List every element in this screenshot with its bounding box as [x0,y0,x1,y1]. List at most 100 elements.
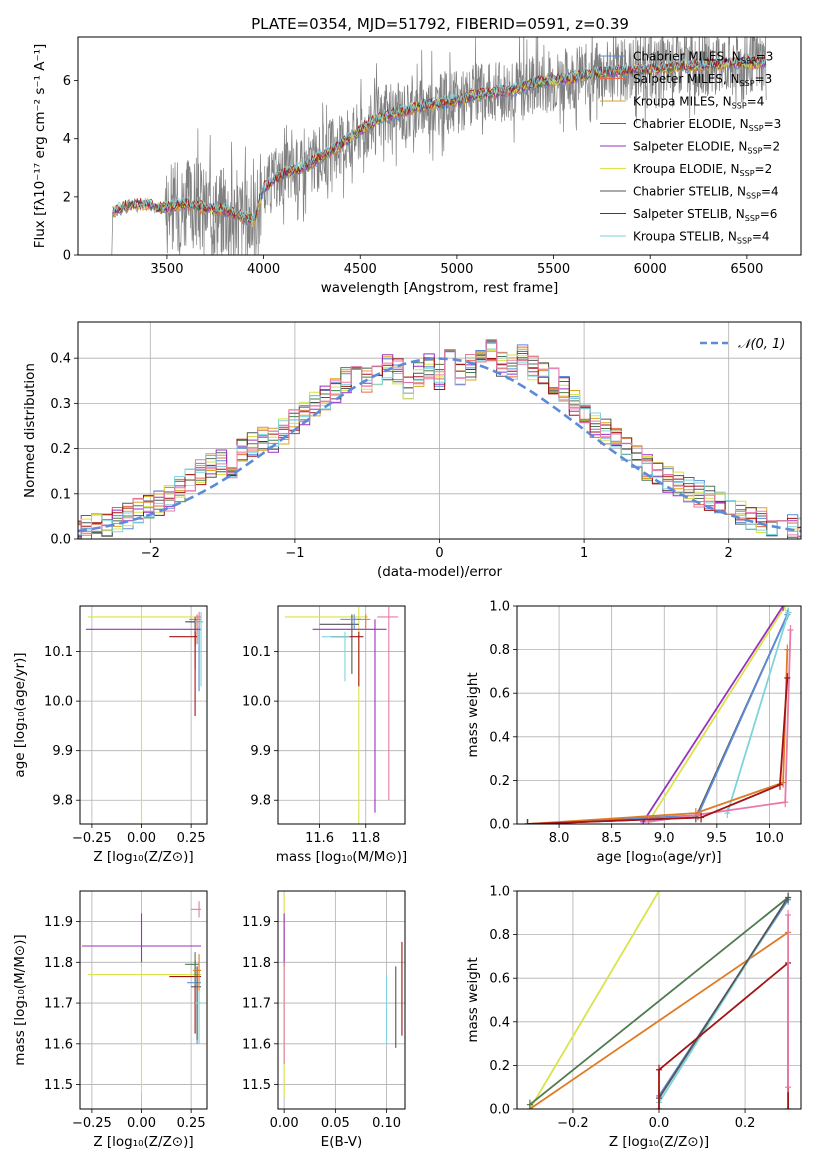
y-tick-label: 1.0 [489,600,510,615]
cumulative-marker [785,1104,792,1109]
axes-frame [79,890,208,1110]
data-point [185,952,200,985]
tick-marks [76,651,192,828]
x-tick-label: 0.2 [735,1116,756,1131]
y-tick-label: 11.9 [44,915,73,930]
legend-label: Kroupa STELIB, NSSP=4 [633,230,770,246]
errorbar-plot [283,893,403,1097]
cumulative-marker [780,777,787,788]
y-axis-label: mass weight [465,672,481,757]
y-tick-label: 0.3 [50,397,71,412]
y-tick-label: 10.0 [242,695,271,710]
errorbar-plot [85,606,204,824]
cumulative-marker [692,808,699,819]
y-tick-label: 10.0 [44,695,73,710]
cumulative-z-panel: −0.2 0.0 0.2 0.0 0.2 0.4 0.6 0.8 1.0 Z [log₁₀(Z/Z… [465,885,802,1150]
histogram-plot [78,339,801,539]
data-point [191,901,202,918]
x-tick-label: 6500 [730,262,763,277]
x-tick-label: 3500 [150,262,183,277]
x-tick-label: 11.6 [305,831,334,846]
x-tick-label: 0 [435,546,443,561]
legend-label: Salpeter MILES, NSSP=3 [633,72,772,88]
x-tick-label: −2 [141,546,160,561]
x-tick-label: 5000 [440,262,473,277]
cumulative-series [647,606,786,823]
legend-label: Chabrier ELODIE, NSSP=3 [633,117,781,133]
data-point [169,631,198,716]
model-spectrum [112,54,767,224]
axes-frame [277,605,406,825]
spectrum-panel: 3500 4000 4500 5000 5500 6000 6500 0 2 4 6 waveleng… [32,36,802,296]
axes-frame [79,605,208,825]
x-tick-label: 10.0 [755,831,784,846]
x-tick-label: 6000 [634,262,667,277]
cumulative-series [642,606,784,823]
legend: Chabrier MILES, NSSP=3 Salpeter MILES, NS… [600,50,781,246]
y-tick-label: 0.4 [50,352,71,367]
x-tick-label: 9.5 [707,831,728,846]
x-tick-label: 0.25 [177,831,206,846]
legend-label: Salpeter STELIB, NSSP=6 [633,207,777,223]
y-tick-label: 11.8 [242,956,271,971]
spectrum-plot [111,37,767,255]
x-axis-label: Z [log₁₀(Z/Z⊙)] [609,1134,709,1150]
x-tick-label: −0.2 [557,1116,589,1131]
data-point [321,631,350,682]
x-tick-label: 0.0 [649,1116,670,1131]
mass-vs-ebv-panel: 0.00 0.05 0.10 11.5 11.6 11.7 11.8 11.9 E(B-V) [242,890,406,1150]
cumulative-marker [784,644,791,655]
cumulative-series [529,896,789,1106]
cumulative-marker [698,812,705,823]
x-tick-label: 1 [580,546,588,561]
y-tick-label: 11.5 [242,1078,271,1093]
cumulative-marker [656,1104,662,1109]
cumulative-marker [787,624,794,635]
y-tick-label: 9.8 [52,794,73,809]
cumulative-marker [780,606,787,611]
x-tick-label: 4500 [344,262,377,277]
y-tick-label: 0.8 [489,643,510,658]
x-tick-label: 11.8 [351,831,380,846]
x-tick-label: 0.25 [177,1116,206,1131]
axes-frame [77,321,802,540]
y-tick-label: 0.4 [489,1015,510,1030]
legend-label: Kroupa ELODIE, NSSP=2 [633,162,772,178]
y-tick-label: 0.8 [489,928,510,943]
legend-label: Salpeter ELODIE, NSSP=2 [633,140,780,156]
x-tick-label: 5500 [537,262,570,277]
cumulative-plot [526,891,792,1109]
legend-label: 𝒩(0, 1) [738,337,785,352]
y-tick-label: 0 [63,249,71,264]
data-point [312,619,387,813]
cumulative-plot [524,606,794,824]
cumulative-marker [785,607,792,618]
cumulative-marker [785,1082,792,1093]
tick-marks [274,921,387,1113]
y-tick-label: 0.4 [489,730,510,745]
y-tick-label: 11.9 [242,915,271,930]
cumulative-marker [776,779,783,790]
y-tick-label: 9.9 [52,744,73,759]
y-tick-label: 10.1 [44,645,73,660]
y-tick-label: 9.9 [250,744,271,759]
x-tick-label: 0.00 [127,831,156,846]
x-axis-label: E(B-V) [321,1134,363,1150]
cumulative-series [529,891,660,1109]
cumulative-marker [785,892,792,903]
y-tick-label: 6 [63,74,71,89]
cumulative-marker [526,1099,533,1109]
histogram-step [78,339,801,538]
data-point [195,611,202,627]
cumulative-marker [645,816,652,824]
y-axis-label: Normed distribution [22,363,38,498]
errorbar-plot [81,901,204,1093]
data-point [87,962,202,1093]
grid-lines [80,606,207,824]
errorbar-plot [284,606,399,824]
legend-label: Chabrier MILES, NSSP=3 [633,50,773,66]
y-tick-label: 0.2 [50,442,71,457]
x-tick-label: 4000 [247,262,280,277]
x-tick-label: −0.25 [72,831,112,846]
